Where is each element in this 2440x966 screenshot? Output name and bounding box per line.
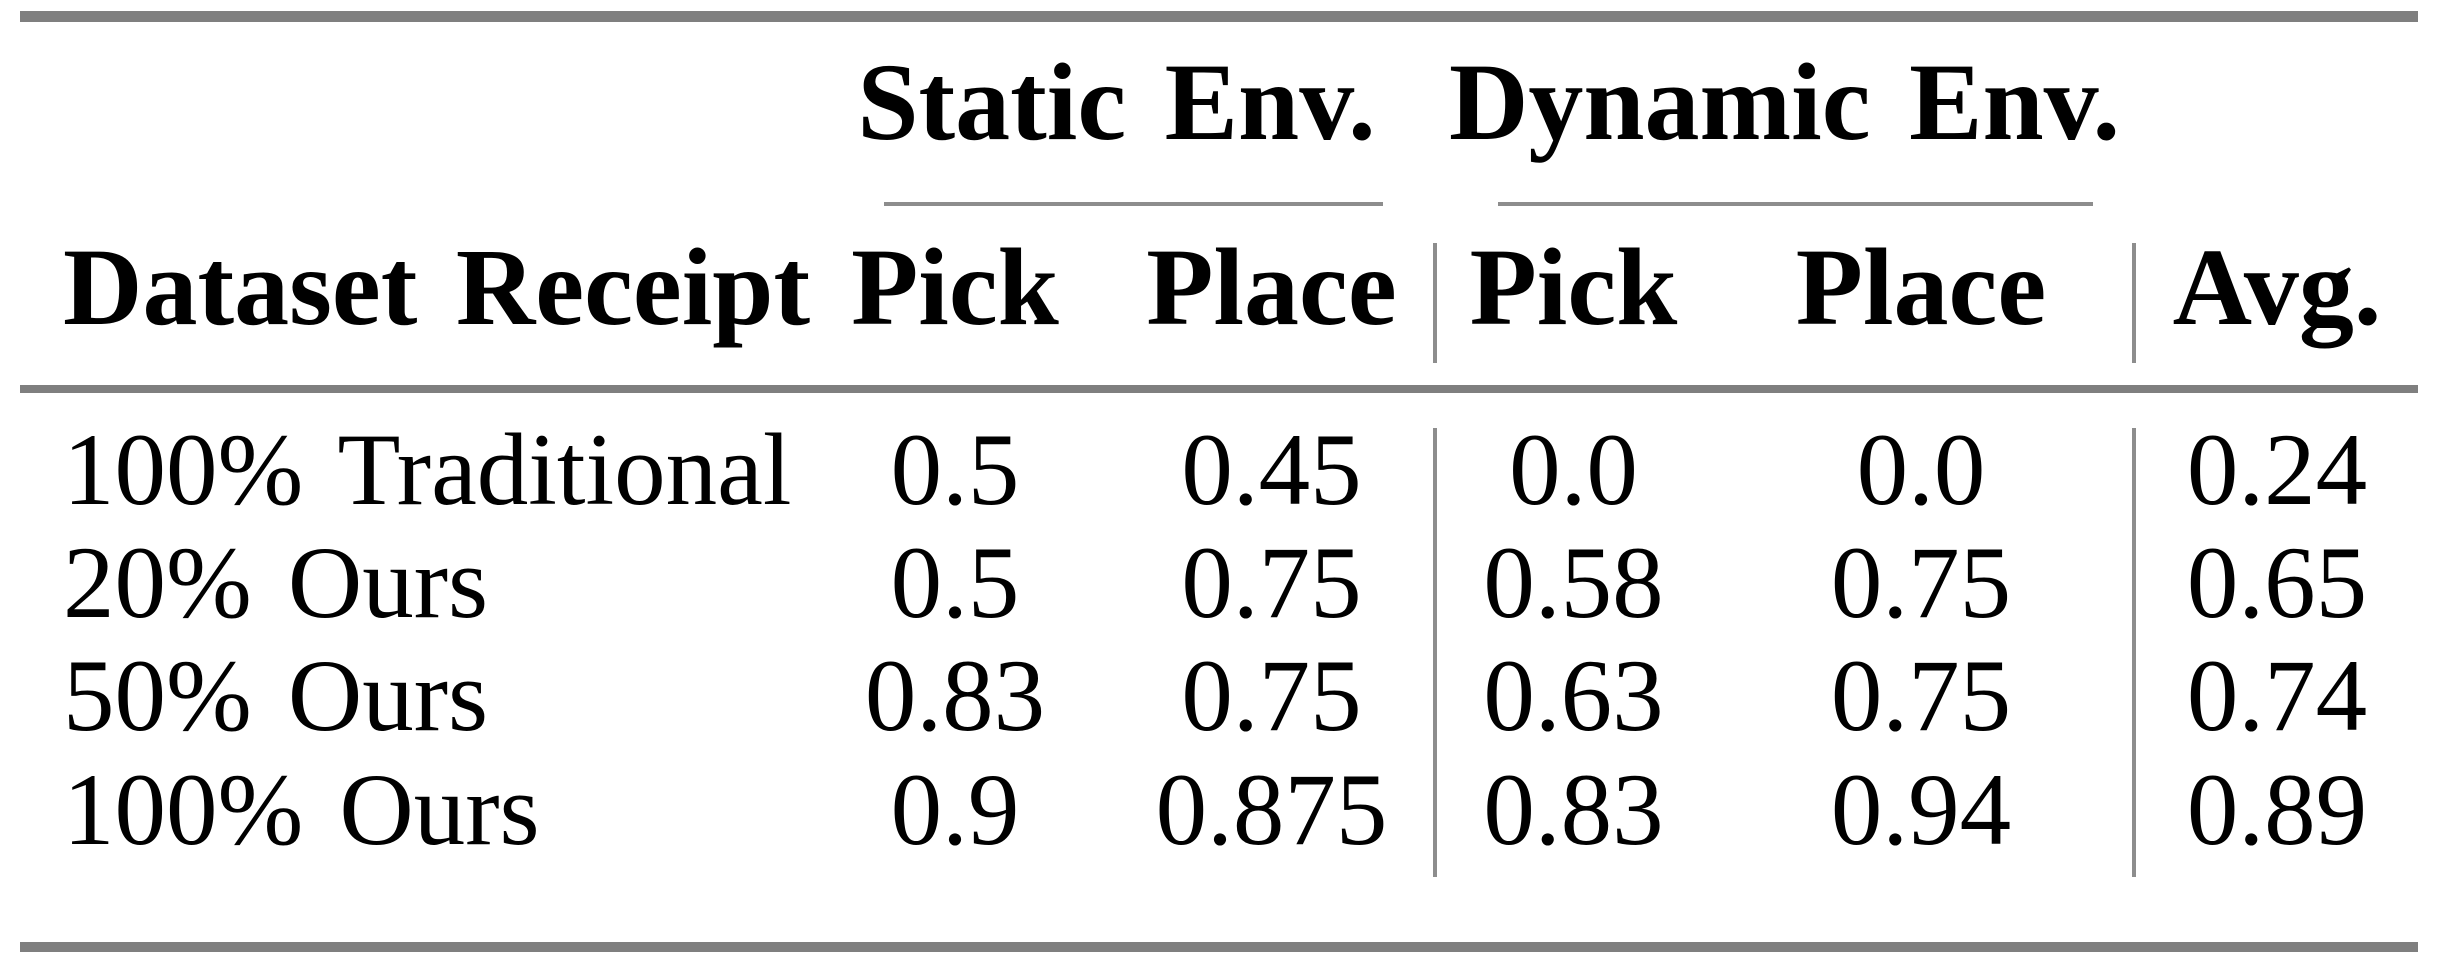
- table-row: 20% Ours 0.5 0.75 0.58 0.75 0.65: [20, 527, 2418, 640]
- cell-static-place: 0.75: [1181, 526, 1362, 640]
- column-header-static-place: Place: [1146, 226, 1397, 348]
- static-env-cmidrule: [884, 202, 1383, 206]
- table-row: 100% Traditional 0.5 0.45 0.0 0.0 0.24: [20, 414, 2418, 527]
- cell-static-place: 0.875: [1155, 753, 1388, 867]
- cell-dynamic-pick: 0.0: [1509, 413, 1638, 527]
- group-header-spacer: [2136, 12, 2418, 192]
- column-header-avg: Avg.: [2172, 226, 2382, 348]
- table-row: 100% Ours 0.9 0.875 0.83 0.94 0.89: [20, 754, 2418, 867]
- cell-avg: 0.65: [2186, 526, 2368, 640]
- group-header-dynamic-env: Dynamic Env.: [1448, 41, 2121, 163]
- column-header-dataset-receipt: Dataset Receipt: [63, 226, 811, 348]
- dynamic-env-cmidrule: [1498, 202, 2093, 206]
- column-separator-rule: [2132, 243, 2136, 363]
- cell-static-pick: 0.5: [890, 413, 1020, 527]
- table-top-rule: [20, 11, 2418, 22]
- row-label: 100% Traditional: [63, 413, 792, 527]
- row-label: 100% Ours: [63, 753, 540, 867]
- table-bottom-rule: [20, 942, 2418, 952]
- cell-dynamic-place: 0.94: [1830, 753, 2012, 867]
- row-label: 50% Ours: [63, 639, 489, 753]
- cell-static-pick: 0.9: [890, 753, 1020, 867]
- group-header-spacer: [20, 12, 800, 192]
- column-header-static-pick: Pick: [851, 226, 1059, 348]
- column-separator-rule: [1433, 428, 1437, 877]
- group-header-static-env: Static Env.: [857, 41, 1376, 163]
- cell-static-place: 0.45: [1181, 413, 1362, 527]
- column-header-row: Dataset Receipt Pick Place Pick Place Av…: [20, 196, 2418, 378]
- cell-static-place: 0.75: [1181, 639, 1362, 753]
- cell-dynamic-place: 0.0: [1856, 413, 1986, 527]
- cell-dynamic-place: 0.75: [1830, 639, 2012, 753]
- cell-avg: 0.89: [2186, 753, 2368, 867]
- column-separator-rule: [2132, 428, 2136, 877]
- column-header-dynamic-place: Place: [1795, 226, 2047, 348]
- cell-static-pick: 0.5: [890, 526, 1020, 640]
- cell-dynamic-pick: 0.58: [1483, 526, 1664, 640]
- cell-dynamic-pick: 0.63: [1483, 639, 1664, 753]
- column-header-dynamic-pick: Pick: [1469, 226, 1678, 348]
- group-header-row: Static Env. Dynamic Env.: [20, 12, 2418, 192]
- column-separator-rule: [1433, 243, 1437, 363]
- table-header-rule: [20, 385, 2418, 393]
- cell-static-pick: 0.83: [864, 639, 1046, 753]
- cell-dynamic-place: 0.75: [1830, 526, 2012, 640]
- cell-avg: 0.24: [2186, 413, 2368, 527]
- table-row: 50% Ours 0.83 0.75 0.63 0.75 0.74: [20, 640, 2418, 753]
- cell-avg: 0.74: [2186, 639, 2368, 753]
- row-label: 20% Ours: [63, 526, 489, 640]
- cell-dynamic-pick: 0.83: [1483, 753, 1664, 867]
